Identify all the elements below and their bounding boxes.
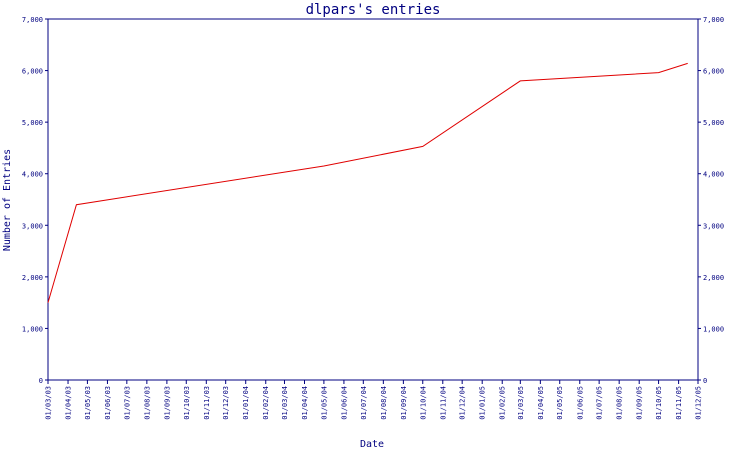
x-tick-label: 01/02/04 bbox=[262, 386, 270, 420]
x-tick-label: 01/04/03 bbox=[65, 386, 73, 420]
x-tick-label: 01/03/03 bbox=[45, 386, 53, 420]
x-tick-label: 01/05/05 bbox=[556, 386, 564, 420]
x-tick-label: 01/11/05 bbox=[675, 386, 683, 420]
y-left-tick-label: 2,000 bbox=[22, 274, 43, 282]
x-tick-label: 01/10/03 bbox=[183, 386, 191, 420]
x-tick-label: 01/08/05 bbox=[616, 386, 624, 420]
x-tick-label: 01/03/04 bbox=[281, 386, 289, 420]
x-tick-label: 01/06/03 bbox=[104, 386, 112, 420]
x-tick-label: 01/09/03 bbox=[163, 386, 171, 420]
x-tick-label: 01/03/05 bbox=[517, 386, 525, 420]
x-axis: 01/03/03 01/04/03 01/05/03 01/06/03 01/07/03… bbox=[45, 380, 703, 420]
y-left-tick-label: 0 bbox=[39, 377, 43, 385]
y-right-tick-label: 5,000 bbox=[703, 119, 724, 127]
x-tick-label: 01/08/04 bbox=[380, 386, 388, 420]
y-right-tick-label: 4,000 bbox=[703, 171, 724, 179]
x-tick-label: 01/06/05 bbox=[576, 386, 584, 420]
x-tick-label: 01/12/03 bbox=[222, 386, 230, 420]
x-tick-label: 01/07/04 bbox=[360, 386, 368, 420]
y-left-tick-label: 4,000 bbox=[22, 171, 43, 179]
series-line bbox=[47, 62, 688, 303]
y-left-tick-label: 7,000 bbox=[22, 16, 43, 24]
y-left-tick-label: 6,000 bbox=[22, 68, 43, 76]
y-left-tick-label: 5,000 bbox=[22, 119, 43, 127]
y-right-tick-label: 7,000 bbox=[703, 16, 724, 24]
x-tick-label: 01/10/04 bbox=[419, 386, 427, 420]
y-axis-right: 0 1,000 2,000 3,000 4,000 5,000 6,000 7,000 bbox=[698, 16, 724, 385]
x-tick-label: 01/12/05 bbox=[695, 386, 703, 420]
x-tick-label: 01/07/05 bbox=[596, 386, 604, 420]
y-axis-left: 0 1,000 2,000 3,000 4,000 5,000 6,000 7,000 bbox=[22, 16, 48, 385]
y-axis-label: Number of Entries bbox=[2, 149, 13, 251]
y-right-tick-label: 6,000 bbox=[703, 68, 724, 76]
x-tick-label: 01/05/03 bbox=[84, 386, 92, 420]
chart-title: dlpars's entries bbox=[306, 2, 441, 18]
x-tick-label: 01/01/05 bbox=[479, 386, 487, 420]
y-right-tick-label: 2,000 bbox=[703, 274, 724, 282]
x-tick-label: 01/06/04 bbox=[340, 386, 348, 420]
x-tick-label: 01/08/03 bbox=[143, 386, 151, 420]
y-right-tick-label: 0 bbox=[703, 377, 707, 385]
x-tick-label: 01/07/03 bbox=[123, 386, 131, 420]
y-left-tick-label: 3,000 bbox=[22, 222, 43, 230]
x-tick-label: 01/05/04 bbox=[320, 386, 328, 420]
x-tick-label: 01/11/03 bbox=[203, 386, 211, 420]
x-tick-label: 01/12/04 bbox=[459, 386, 467, 420]
x-tick-label: 01/02/05 bbox=[499, 386, 507, 420]
x-tick-label: 01/04/04 bbox=[301, 386, 309, 420]
x-tick-label: 01/01/04 bbox=[242, 386, 250, 420]
x-tick-label: 01/10/05 bbox=[655, 386, 663, 420]
x-tick-label: 01/09/04 bbox=[400, 386, 408, 420]
x-tick-label: 01/11/04 bbox=[439, 386, 447, 420]
y-right-tick-label: 1,000 bbox=[703, 325, 724, 333]
y-left-tick-label: 1,000 bbox=[22, 325, 43, 333]
series-layer bbox=[47, 62, 688, 303]
y-right-tick-label: 3,000 bbox=[703, 222, 724, 230]
x-tick-label: 01/04/05 bbox=[537, 386, 545, 420]
x-axis-label: Date bbox=[360, 439, 384, 450]
x-tick-label: 01/09/05 bbox=[636, 386, 644, 420]
